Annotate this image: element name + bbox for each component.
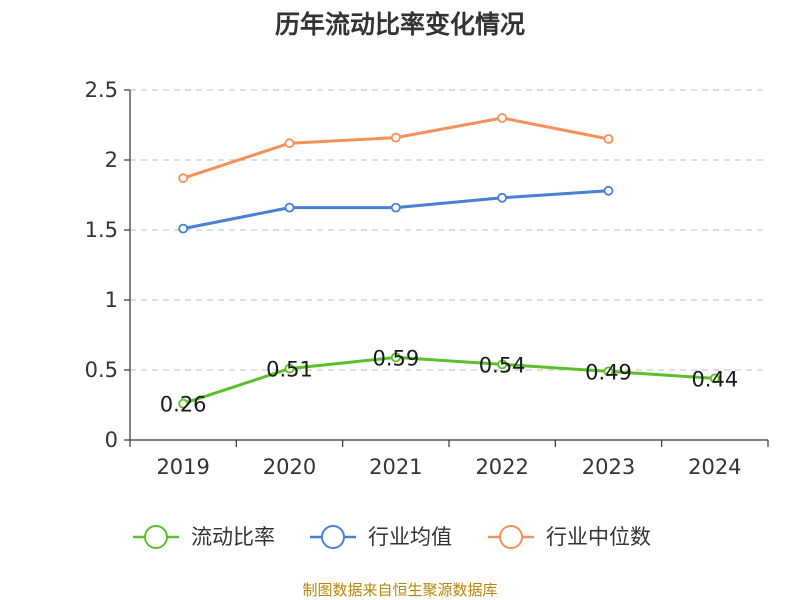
y-tick-label: 1 [105, 288, 118, 312]
data-point[interactable] [497, 113, 508, 123]
legend-label: 行业中位数 [546, 525, 651, 549]
y-tick-label: 0 [105, 428, 118, 452]
chart-title: 历年流动比率变化情况 [275, 10, 525, 39]
x-tick-label: 2022 [475, 455, 528, 479]
y-tick-label: 2.5 [85, 78, 118, 102]
data-point[interactable] [390, 352, 401, 363]
data-point[interactable] [603, 185, 614, 196]
x-tick-label: 2021 [369, 455, 422, 479]
series-line-2 [182, 116, 609, 180]
data-label: 0.59 [372, 346, 419, 370]
data-point[interactable] [178, 223, 189, 234]
data-point[interactable] [178, 173, 189, 184]
data-label: 0.54 [479, 353, 526, 377]
data-point[interactable] [497, 359, 508, 370]
source-note: 制图数据来自恒生聚源数据库 [302, 581, 497, 599]
y-tick-label: 2 [105, 148, 118, 172]
data-point[interactable] [284, 138, 295, 149]
legend-item-2[interactable]: 行业中位数 [488, 525, 651, 549]
data-point[interactable] [284, 363, 295, 374]
data-point[interactable] [603, 366, 614, 377]
y-tick-label: 1.5 [85, 218, 118, 242]
legend[interactable]: 流动比率 行业均值 行业中位数 [133, 525, 651, 549]
data-label: 0.44 [691, 367, 738, 391]
y-tick-label: 0.5 [85, 358, 118, 382]
data-point[interactable] [390, 132, 401, 143]
x-tick-label: 2023 [582, 455, 635, 479]
series-line-0 [182, 355, 715, 406]
legend-item-0[interactable]: 流动比率 [133, 525, 275, 549]
legend-swatch-marker [499, 525, 523, 549]
legend-label: 行业均值 [368, 525, 452, 549]
gridlines [130, 89, 768, 371]
legend-item-1[interactable]: 行业均值 [310, 525, 452, 549]
x-tick-label: 2019 [156, 455, 209, 479]
x-tick-label: 2024 [688, 455, 741, 479]
data-label: 0.26 [160, 393, 207, 417]
x-tick-label: 2020 [263, 455, 316, 479]
legend-swatch-marker [144, 525, 168, 549]
data-point[interactable] [178, 398, 189, 409]
legend-swatch-marker [321, 525, 345, 549]
data-labels: 0.26 0.51 0.59 0.54 0.49 0.44 [160, 346, 738, 416]
data-point[interactable] [603, 134, 614, 144]
data-label: 0.49 [585, 360, 632, 384]
data-label: 0.51 [266, 358, 313, 382]
data-point[interactable] [709, 373, 720, 384]
data-point[interactable] [284, 202, 295, 213]
data-point[interactable] [390, 202, 401, 213]
series-layer [178, 113, 720, 409]
data-point[interactable] [497, 192, 508, 203]
legend-label: 流动比率 [191, 525, 275, 549]
